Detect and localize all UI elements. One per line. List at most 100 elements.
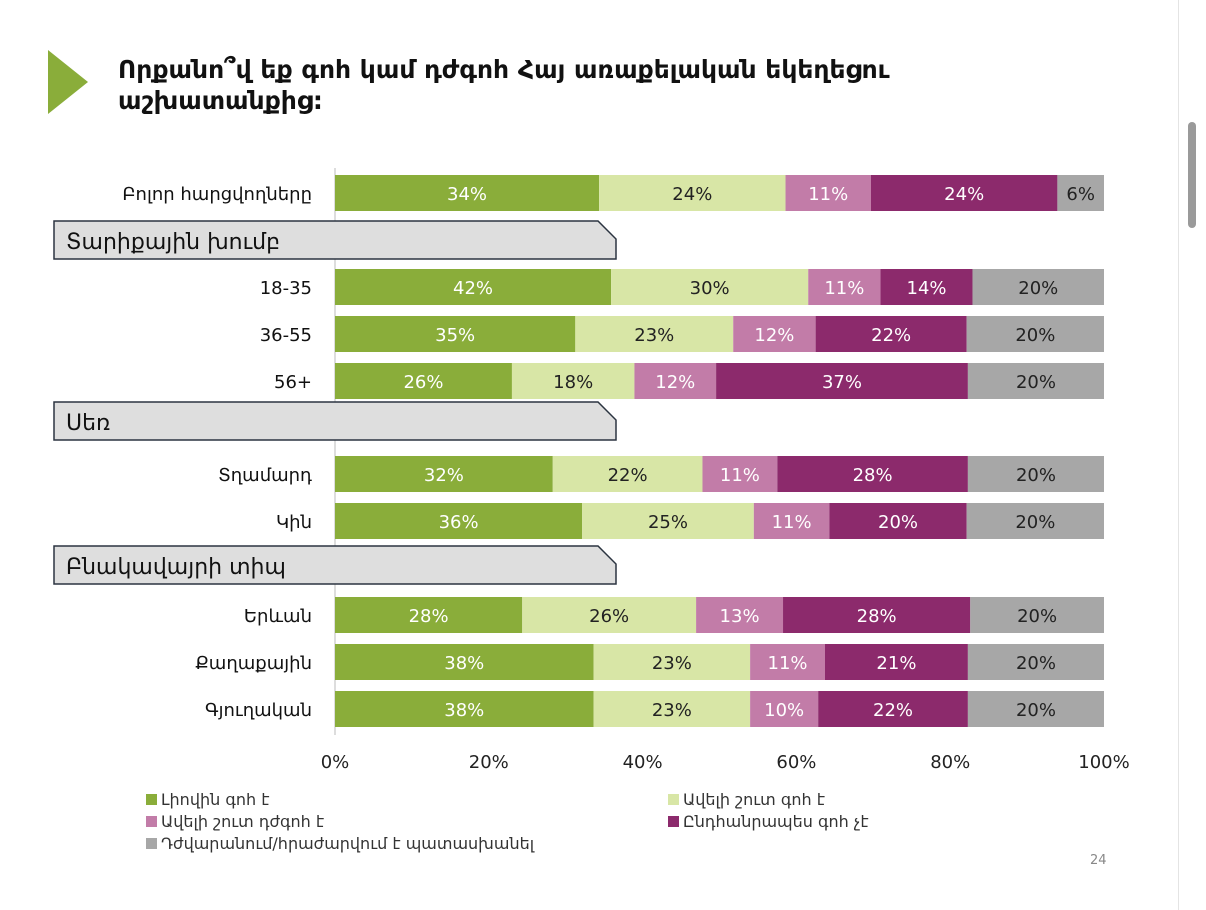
bar-segment	[335, 644, 594, 680]
x-tick-label: 20%	[469, 752, 509, 773]
bar-segment	[783, 597, 971, 633]
data-label: 22%	[871, 325, 911, 346]
data-label: 30%	[690, 278, 730, 299]
data-label: 38%	[444, 653, 484, 674]
bar-segment	[824, 644, 968, 680]
data-label: 26%	[589, 606, 629, 627]
page-edge	[1178, 0, 1179, 910]
data-label: 13%	[720, 606, 760, 627]
data-label: 18%	[553, 372, 593, 393]
data-label: 11%	[720, 465, 760, 486]
scrollbar[interactable]	[1188, 122, 1196, 228]
bar-segment	[967, 644, 1104, 680]
data-label: 20%	[878, 512, 918, 533]
row-label: Տղամարդ	[218, 465, 312, 486]
bar-segment	[818, 691, 968, 727]
legend-swatch	[146, 816, 157, 827]
triangle-bullet-icon	[48, 50, 88, 114]
data-label: 23%	[652, 700, 692, 721]
data-label: 42%	[453, 278, 493, 299]
x-tick-label: 0%	[321, 752, 350, 773]
data-label: 34%	[447, 184, 487, 205]
data-label: 24%	[672, 184, 712, 205]
bar-segment	[880, 269, 973, 305]
data-label: 11%	[772, 512, 812, 533]
row-label: Երևան	[244, 606, 312, 627]
row-label: Քաղաքային	[195, 653, 312, 674]
row-label: 56+	[274, 372, 312, 393]
data-label: 12%	[754, 325, 794, 346]
bar-segment	[634, 363, 717, 399]
data-label: 35%	[435, 325, 475, 346]
bar-segment	[750, 691, 819, 727]
legend-item: Ընդհանրապես գոհ չէ	[668, 812, 869, 831]
data-label: 28%	[857, 606, 897, 627]
bar-segment	[335, 597, 523, 633]
bar-segment	[335, 363, 512, 399]
x-tick-label: 60%	[776, 752, 816, 773]
bar-segment	[335, 691, 594, 727]
bar-segment	[335, 269, 612, 305]
bar-segment	[1057, 175, 1104, 211]
bar-segment	[702, 456, 778, 492]
x-tick-label: 80%	[930, 752, 970, 773]
bar-segment	[966, 316, 1104, 352]
bar-segment	[753, 503, 830, 539]
legend-item: Ավելի շուտ գոհ է	[668, 790, 825, 809]
bar-segment	[966, 503, 1104, 539]
row-label: Բոլոր հարցվողները	[122, 184, 312, 205]
x-tick-label: 100%	[1078, 752, 1129, 773]
data-label: 28%	[853, 465, 893, 486]
bar-segment	[335, 456, 553, 492]
bar-segment	[593, 691, 751, 727]
legend-swatch	[668, 794, 679, 805]
legend-swatch	[668, 816, 679, 827]
bar-segment	[335, 503, 583, 539]
group-header	[53, 401, 617, 441]
data-label: 32%	[424, 465, 464, 486]
data-label: 11%	[808, 184, 848, 205]
legend-swatch	[146, 794, 157, 805]
row-label: Գյուղական	[205, 700, 312, 721]
bar-segment	[750, 644, 825, 680]
group-header-label: Սեռ	[66, 411, 110, 436]
bar-segment	[785, 175, 871, 211]
bar-segment	[696, 597, 784, 633]
data-label: 20%	[1016, 653, 1056, 674]
bar-segment	[522, 597, 697, 633]
data-label: 21%	[876, 653, 916, 674]
legend-label: Ավելի շուտ գոհ է	[683, 790, 825, 809]
bar-segment	[599, 175, 786, 211]
data-label: 38%	[444, 700, 484, 721]
row-label: 18-35	[260, 278, 312, 299]
bar-segment	[970, 597, 1104, 633]
data-label: 22%	[608, 465, 648, 486]
legend-label: Ընդհանրապես գոհ չէ	[683, 812, 869, 831]
bar-segment	[815, 316, 967, 352]
bar-segment	[972, 269, 1104, 305]
x-tick-label: 40%	[623, 752, 663, 773]
data-label: 20%	[1017, 606, 1057, 627]
legend-swatch	[146, 838, 157, 849]
data-label: 12%	[655, 372, 695, 393]
data-label: 20%	[1016, 465, 1056, 486]
data-label: 24%	[944, 184, 984, 205]
data-label: 10%	[764, 700, 804, 721]
bar-segment	[967, 691, 1104, 727]
bar-segment	[593, 644, 751, 680]
data-label: 14%	[907, 278, 947, 299]
legend-item: Լիովին գոհ է	[146, 790, 269, 809]
data-label: 6%	[1066, 184, 1095, 205]
data-label: 36%	[439, 512, 479, 533]
data-label: 11%	[824, 278, 864, 299]
data-label: 28%	[409, 606, 449, 627]
bar-segment	[575, 316, 734, 352]
data-label: 20%	[1015, 512, 1055, 533]
data-label: 25%	[648, 512, 688, 533]
data-label: 11%	[768, 653, 808, 674]
data-label: 22%	[873, 700, 913, 721]
bar-segment	[335, 316, 576, 352]
legend-item: Դժվարանում/հրաժարվում է պատասխանել	[146, 834, 534, 853]
legend-label: Ավելի շուտ դժգոհ է	[161, 812, 325, 831]
